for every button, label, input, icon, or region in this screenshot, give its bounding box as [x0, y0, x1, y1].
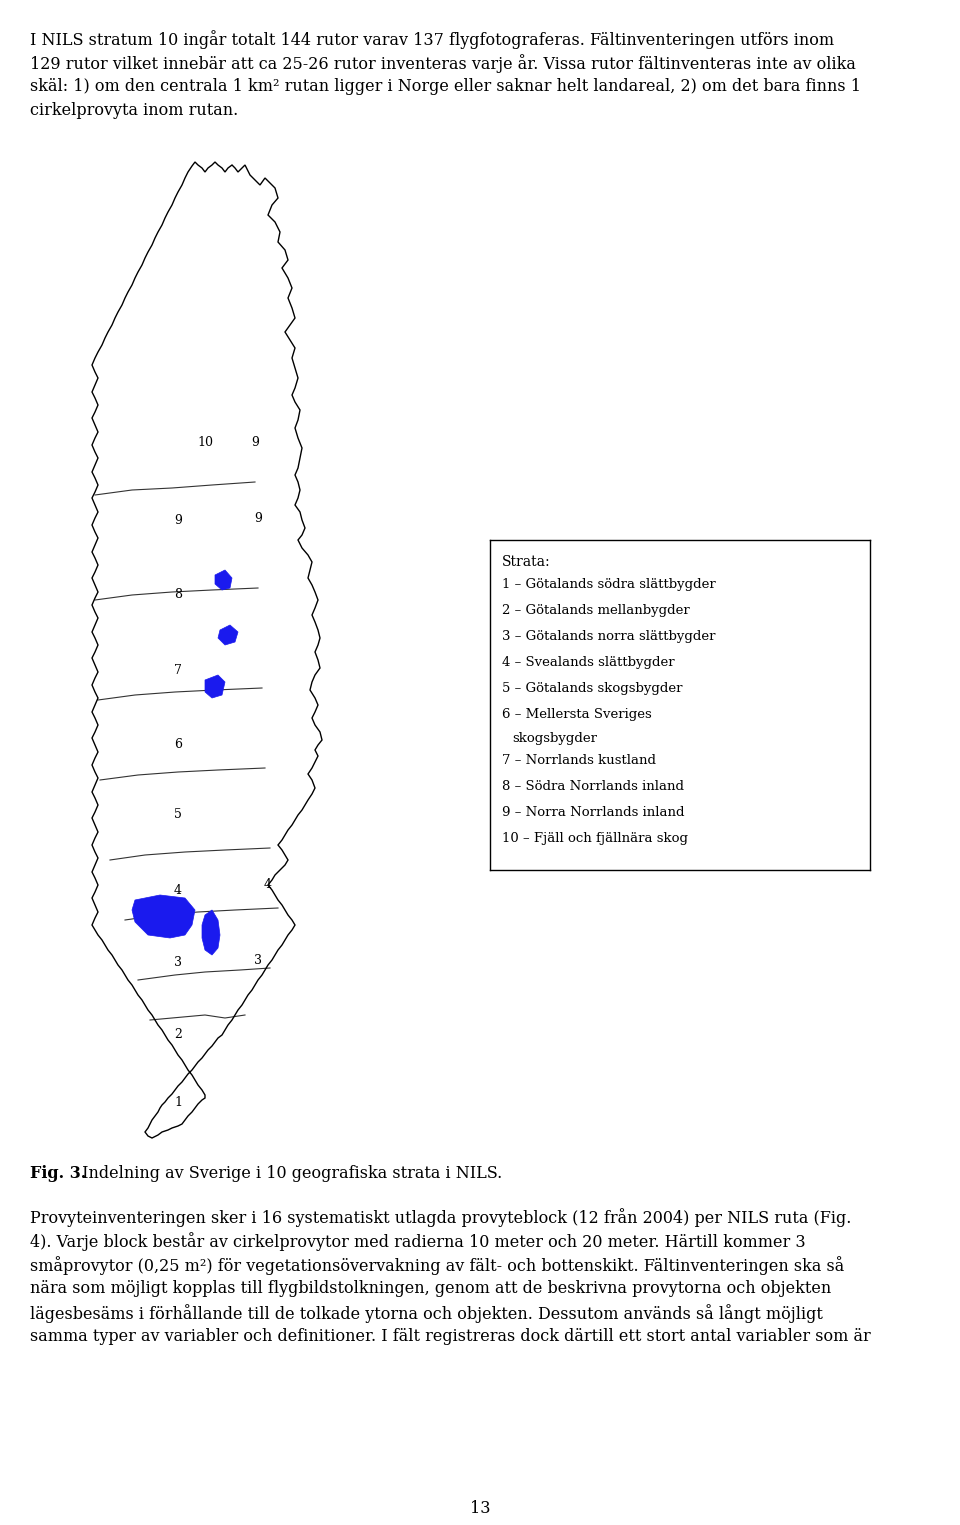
Text: 4 – Svealands slättbygder: 4 – Svealands slättbygder [502, 656, 675, 669]
Polygon shape [202, 910, 220, 955]
Text: 4: 4 [174, 883, 182, 897]
Polygon shape [215, 570, 232, 590]
Text: 3: 3 [254, 953, 262, 967]
Text: Fig. 3.: Fig. 3. [30, 1165, 86, 1182]
Text: lägesbesäms i förhållande till de tolkade ytorna och objekten. Dessutom används : lägesbesäms i förhållande till de tolkad… [30, 1304, 823, 1322]
Text: 13: 13 [469, 1501, 491, 1517]
Text: 8: 8 [174, 589, 182, 601]
Text: småprovytor (0,25 m²) för vegetationsövervakning av fält- och bottenskikt. Fälti: småprovytor (0,25 m²) för vegetationsöve… [30, 1257, 844, 1275]
Polygon shape [205, 676, 225, 698]
Text: I NILS stratum 10 ingår totalt 144 rutor varav 137 flygfotograferas. Fältinvente: I NILS stratum 10 ingår totalt 144 rutor… [30, 30, 834, 49]
Text: 9: 9 [252, 436, 259, 448]
Text: Provyteinventeringen sker i 16 systematiskt utlagda provyteblock (12 från 2004) : Provyteinventeringen sker i 16 systemati… [30, 1208, 852, 1228]
Text: 7: 7 [174, 663, 182, 677]
Text: nära som möjligt kopplas till flygbildstolkningen, genom att de beskrivna provyt: nära som möjligt kopplas till flygbildst… [30, 1279, 831, 1296]
Text: 4: 4 [264, 878, 272, 892]
Text: 9: 9 [254, 511, 262, 525]
Text: 1: 1 [174, 1095, 182, 1109]
Text: 9: 9 [174, 514, 182, 526]
Text: skogsbygder: skogsbygder [512, 732, 597, 746]
Text: 3: 3 [174, 956, 182, 968]
Polygon shape [218, 625, 238, 645]
Text: 6 – Mellersta Sveriges: 6 – Mellersta Sveriges [502, 708, 652, 721]
Text: skäl: 1) om den centrala 1 km² rutan ligger i Norge eller saknar helt landareal,: skäl: 1) om den centrala 1 km² rutan lig… [30, 78, 861, 95]
Text: 8 – Södra Norrlands inland: 8 – Södra Norrlands inland [502, 779, 684, 793]
Text: 10: 10 [197, 436, 213, 448]
Text: Strata:: Strata: [502, 555, 551, 569]
Polygon shape [132, 895, 195, 938]
Text: 2 – Götalands mellanbygder: 2 – Götalands mellanbygder [502, 604, 689, 618]
Text: 3 – Götalands norra slättbygder: 3 – Götalands norra slättbygder [502, 630, 715, 644]
Text: samma typer av variabler och definitioner. I fält registreras dock därtill ett s: samma typer av variabler och definitione… [30, 1328, 871, 1345]
Text: 5: 5 [174, 808, 182, 822]
Text: 9 – Norra Norrlands inland: 9 – Norra Norrlands inland [502, 807, 684, 819]
Text: 1 – Götalands södra slättbygder: 1 – Götalands södra slättbygder [502, 578, 716, 592]
Text: 10 – Fjäll och fjällnära skog: 10 – Fjäll och fjällnära skog [502, 833, 688, 845]
Text: 129 rutor vilket innebär att ca 25-26 rutor inventeras varje år. Vissa rutor fäl: 129 rutor vilket innebär att ca 25-26 ru… [30, 53, 856, 73]
Text: cirkelprovyta inom rutan.: cirkelprovyta inom rutan. [30, 102, 238, 119]
Text: 4). Varje block består av cirkelprovytor med radierna 10 meter och 20 meter. Här: 4). Varje block består av cirkelprovytor… [30, 1232, 805, 1250]
Text: 7 – Norrlands kustland: 7 – Norrlands kustland [502, 753, 656, 767]
Text: 5 – Götalands skogsbygder: 5 – Götalands skogsbygder [502, 682, 683, 695]
Text: 2: 2 [174, 1028, 182, 1042]
Text: Indelning av Sverige i 10 geografiska strata i NILS.: Indelning av Sverige i 10 geografiska st… [77, 1165, 502, 1182]
Text: 6: 6 [174, 738, 182, 752]
